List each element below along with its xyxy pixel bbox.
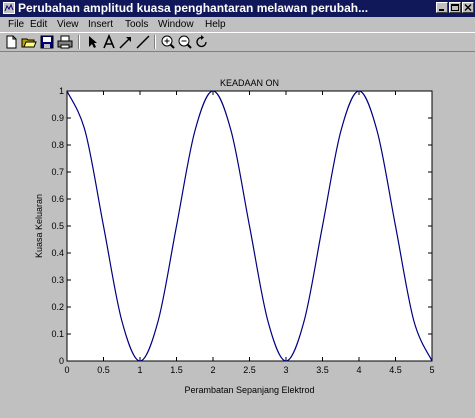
- x-tick-label: 5: [429, 365, 434, 375]
- x-tick-label: 4: [356, 365, 361, 375]
- close-button[interactable]: [462, 2, 474, 13]
- menu-help[interactable]: Help: [205, 19, 226, 30]
- minimize-icon: [439, 9, 444, 11]
- menu-insert[interactable]: Insert: [88, 19, 114, 30]
- menu-view[interactable]: View: [57, 19, 79, 30]
- minimize-button[interactable]: [436, 2, 448, 13]
- close-icon: [464, 4, 472, 11]
- y-axis-title: Kuasa Keluaran: [34, 194, 44, 258]
- y-tick-label: 0.6: [51, 194, 64, 204]
- figure-app-icon: [3, 2, 15, 14]
- y-tick-label: 0.4: [51, 248, 64, 258]
- print-icon[interactable]: [57, 34, 73, 50]
- y-tick-label: 0.9: [51, 113, 64, 123]
- line-icon[interactable]: [135, 34, 151, 50]
- arrow-icon[interactable]: [118, 34, 134, 50]
- y-tick-label: 0.5: [51, 221, 64, 231]
- y-tick-label: 0.1: [51, 329, 64, 339]
- text-icon[interactable]: [101, 34, 117, 50]
- y-tick-label: 0: [59, 356, 64, 366]
- select-arrow-icon[interactable]: [84, 34, 100, 50]
- x-tick-label: 0: [64, 365, 69, 375]
- series-line: [66, 90, 433, 362]
- x-tick-label: 1.5: [170, 365, 183, 375]
- y-tick-label: 0.7: [51, 167, 64, 177]
- zoom-in-icon[interactable]: [160, 34, 176, 50]
- x-tick-label: 3.5: [316, 365, 329, 375]
- menu-window[interactable]: Window: [158, 19, 194, 30]
- menu-bar: File Edit View Insert Tools Window Help: [0, 17, 475, 32]
- x-tick-label: 4.5: [389, 365, 402, 375]
- x-axis-title: Perambatan Sepanjang Elektrod: [184, 385, 314, 395]
- x-tick-label: 0.5: [97, 365, 110, 375]
- x-tick-label: 2: [210, 365, 215, 375]
- toolbar-separator: [78, 35, 80, 49]
- menu-edit[interactable]: Edit: [30, 19, 48, 30]
- y-tick-label: 1: [59, 86, 64, 96]
- menu-file[interactable]: File: [8, 19, 25, 30]
- x-tick-label: 3: [283, 365, 288, 375]
- title-bar[interactable]: Perubahan amplitud kuasa penghantaran me…: [0, 0, 475, 17]
- toolbar: [0, 32, 475, 52]
- open-folder-icon[interactable]: [21, 34, 37, 50]
- figure-canvas: 0 0.5 1 1.5 2 2.5 3 3.5 4 4.5 5 0 0.1 0.2 0.3 0.4 0.5 0.6…: [0, 52, 475, 418]
- new-file-icon[interactable]: [3, 34, 19, 50]
- zoom-out-icon[interactable]: [177, 34, 193, 50]
- x-tick-label: 1: [137, 365, 142, 375]
- line-chart: 0 0.5 1 1.5 2 2.5 3 3.5 4 4.5 5 0 0.1 0.2 0.3 0.4 0.5 0.6…: [34, 78, 435, 395]
- maximize-icon: [451, 4, 459, 11]
- y-tick-label: 0.8: [51, 140, 64, 150]
- maximize-button[interactable]: [449, 2, 461, 13]
- chart-title: KEADAAN ON: [220, 78, 279, 88]
- save-icon[interactable]: [39, 34, 55, 50]
- toolbar-separator: [154, 35, 156, 49]
- y-tick-label: 0.2: [51, 302, 64, 312]
- window-title: Perubahan amplitud kuasa penghantaran me…: [18, 1, 369, 15]
- menu-tools[interactable]: Tools: [125, 19, 149, 30]
- y-tick-label: 0.3: [51, 275, 64, 285]
- rotate-icon[interactable]: [194, 34, 210, 50]
- x-tick-label: 2.5: [243, 365, 256, 375]
